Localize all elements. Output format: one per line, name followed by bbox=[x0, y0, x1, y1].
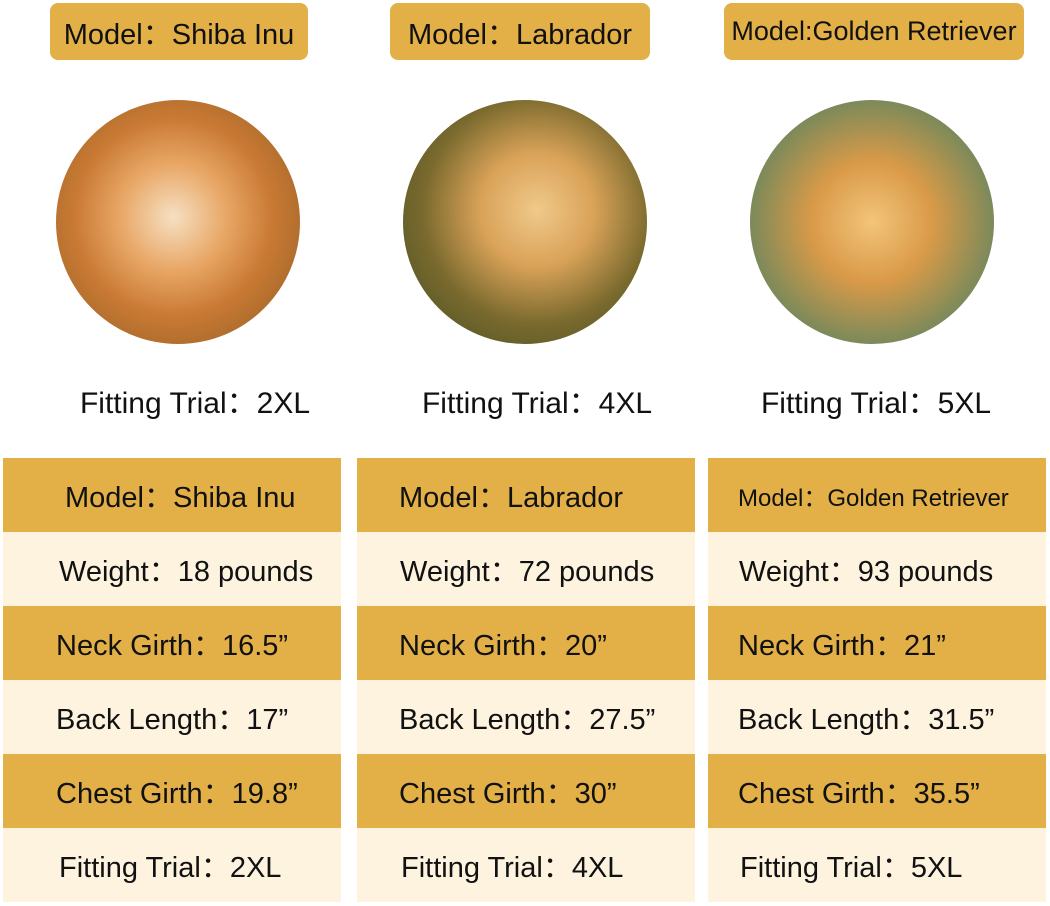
fitting-trial-shiba: Fitting Trial：2XL bbox=[79, 387, 311, 420]
model-label-labrador: Model：Labrador bbox=[390, 3, 650, 60]
size-table-golden: Model：Golden Retriever Weight：93 pounds … bbox=[708, 458, 1046, 902]
table-row-model: Model：Golden Retriever bbox=[708, 458, 1046, 532]
table-row-back: Back Length：31.5” bbox=[708, 680, 1046, 754]
table-row-chest: Chest Girth：35.5” bbox=[708, 754, 1046, 828]
table-row-chest: Chest Girth：19.8” bbox=[3, 754, 341, 828]
table-row-neck: Neck Girth：16.5” bbox=[3, 606, 341, 680]
table-row-fitting: Fitting Trial：5XL bbox=[708, 828, 1046, 902]
size-table-labrador: Model：Labrador Weight：72 pounds Neck Gir… bbox=[357, 458, 695, 902]
table-row-fitting: Fitting Trial：4XL bbox=[357, 828, 695, 902]
table-row-neck: Neck Girth：21” bbox=[708, 606, 1046, 680]
table-row-back: Back Length：27.5” bbox=[357, 680, 695, 754]
table-row-back: Back Length：17” bbox=[3, 680, 341, 754]
table-row-chest: Chest Girth：30” bbox=[357, 754, 695, 828]
fitting-trial-labrador: Fitting Trial：4XL bbox=[421, 387, 653, 420]
table-row-model: Model：Labrador bbox=[357, 458, 695, 532]
table-row-fitting: Fitting Trial：2XL bbox=[3, 828, 341, 902]
size-table-shiba: Model：Shiba Inu Weight：18 pounds Neck Gi… bbox=[3, 458, 341, 902]
labrador-photo bbox=[403, 100, 647, 344]
table-row-weight: Weight：18 pounds bbox=[3, 532, 341, 606]
table-row-neck: Neck Girth：20” bbox=[357, 606, 695, 680]
model-label-shiba: Model：Shiba Inu bbox=[50, 3, 308, 60]
golden-retriever-photo bbox=[750, 100, 994, 344]
shiba-inu-photo bbox=[56, 100, 300, 344]
table-row-model: Model：Shiba Inu bbox=[3, 458, 341, 532]
table-row-weight: Weight：72 pounds bbox=[357, 532, 695, 606]
model-label-golden: Model:Golden Retriever bbox=[724, 3, 1024, 60]
table-row-weight: Weight：93 pounds bbox=[708, 532, 1046, 606]
fitting-trial-golden: Fitting Trial：5XL bbox=[760, 387, 992, 420]
